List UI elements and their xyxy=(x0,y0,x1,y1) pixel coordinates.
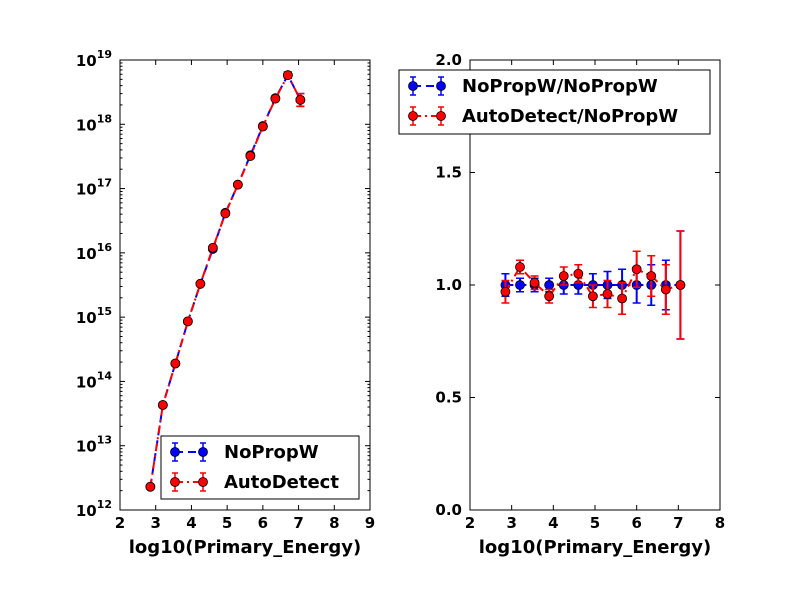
left-chart-xtick-label: 2 xyxy=(115,514,125,532)
right-chart-data-point xyxy=(631,264,642,275)
right-chart-marks xyxy=(500,230,686,340)
left-chart-xtick-label: 8 xyxy=(329,514,339,532)
left-chart-data-point xyxy=(282,70,293,81)
right-chart-data-point xyxy=(675,280,686,290)
right-chart-data-point xyxy=(529,277,540,288)
right-chart-legend-marker xyxy=(436,111,446,121)
left-chart-data-point xyxy=(170,358,181,369)
left-chart-data-point xyxy=(232,179,243,190)
left-chart-xlabel: log10(Primary_Energy) xyxy=(129,537,362,558)
left-chart-ytick-label: 1016 xyxy=(76,241,113,263)
right-chart-ytick-label: 0.0 xyxy=(435,501,462,519)
right-chart-data-point xyxy=(588,291,598,302)
left-chart-ytick-label: 1019 xyxy=(76,48,112,70)
right-chart-legend-label: AutoDetect/NoPropW xyxy=(462,106,678,127)
left-chart-data-point xyxy=(257,121,268,132)
right-chart-data-point xyxy=(544,280,555,290)
right-chart-data-point xyxy=(573,268,584,279)
right-chart-data-point xyxy=(558,271,569,281)
right-chart-xtick-label: 2 xyxy=(465,514,475,532)
left-chart-xtick-label: 5 xyxy=(222,514,232,532)
right-chart-xtick-label: 3 xyxy=(506,514,516,532)
right-chart-ytick-label: 2.0 xyxy=(435,51,462,69)
right-chart-data-point xyxy=(646,271,657,281)
left-chart-data-point xyxy=(145,481,156,492)
left-chart-xtick-label: 6 xyxy=(258,514,268,532)
left-chart-legend-marker xyxy=(170,447,180,457)
left-chart-ytick-label: 1018 xyxy=(76,112,112,134)
left-chart-data-point xyxy=(270,93,281,104)
right-chart-legend-box xyxy=(398,69,711,135)
right-chart-ytick-label: 1.0 xyxy=(435,276,462,294)
left-chart-data-point xyxy=(182,316,193,327)
right-chart-data-point xyxy=(515,262,525,272)
left-chart-xtick-label: 3 xyxy=(150,514,160,532)
left-chart-xtick-label: 4 xyxy=(186,514,196,532)
left-chart-panel: 2 3 4 5 6 7 8 9 1012 1013 1014 1015 1016 1017 1018 1019… xyxy=(76,48,375,558)
left-chart-data-point xyxy=(245,151,256,161)
left-chart-legend-marker xyxy=(198,447,208,457)
left-chart-legend-label: NoPropW xyxy=(224,442,319,463)
right-chart-data-point xyxy=(544,291,555,302)
right-chart-legend-label: NoPropW/NoPropW xyxy=(462,76,658,97)
left-chart-marks xyxy=(145,70,306,492)
right-chart-xtick-label: 4 xyxy=(548,514,558,532)
left-chart-ytick-label: 1014 xyxy=(76,369,113,391)
right-chart-panel: 2 3 4 5 6 7 8 0.0 0.5 1.0 1.5 2.0 log10(Primary_Ene… xyxy=(398,51,725,558)
left-chart-data-point xyxy=(157,400,168,410)
right-chart-xtick-label: 8 xyxy=(715,514,725,532)
left-chart-legend-box xyxy=(160,435,360,500)
left-chart-ytick-label: 1013 xyxy=(76,434,112,456)
right-chart-xtick-label: 7 xyxy=(673,514,683,532)
right-chart-ytick-label: 0.5 xyxy=(435,389,462,407)
right-chart-xtick-label: 5 xyxy=(590,514,600,532)
left-chart-xtick-label: 7 xyxy=(293,514,303,532)
right-chart-ticks: 2 3 4 5 6 7 8 0.0 0.5 1.0 1.5 2.0 xyxy=(435,51,725,532)
left-chart-data-point xyxy=(220,208,231,219)
left-chart-data-point xyxy=(195,278,206,289)
left-chart-data-point xyxy=(207,242,218,253)
right-chart-legend-marker xyxy=(408,111,418,121)
right-chart-xlabel: log10(Primary_Energy) xyxy=(479,537,712,558)
left-chart-ticks: 2 3 4 5 6 7 8 9 1012 1013 1014 1015 1016 1017 1018 1019 xyxy=(76,48,375,532)
left-chart-legend-marker xyxy=(198,477,208,487)
left-chart-legend-label: AutoDetect xyxy=(224,472,339,493)
right-chart-data-point xyxy=(660,284,671,295)
right-chart-data-point xyxy=(515,280,525,290)
right-chart-xtick-label: 6 xyxy=(631,514,641,532)
left-chart-xtick-label: 9 xyxy=(365,514,375,532)
left-chart-legend: NoPropW AutoDetect xyxy=(160,435,360,500)
right-chart-data-point xyxy=(500,286,511,297)
right-chart-ytick-label: 1.5 xyxy=(435,164,462,182)
left-chart-legend-marker xyxy=(170,477,180,487)
right-chart-legend: NoPropW/NoPropW AutoDetect/NoPropW xyxy=(398,69,711,135)
left-chart-frame xyxy=(119,59,371,511)
left-chart-ytick-label: 1015 xyxy=(76,305,112,327)
right-chart-legend-marker xyxy=(436,81,446,91)
left-chart-ytick-label: 1017 xyxy=(76,177,112,199)
right-chart-legend-marker xyxy=(408,81,418,91)
left-chart-ytick-label: 1012 xyxy=(76,498,112,520)
right-chart-data-point xyxy=(617,293,627,304)
right-chart-data-point xyxy=(602,289,613,299)
left-chart-data-point xyxy=(295,94,306,105)
